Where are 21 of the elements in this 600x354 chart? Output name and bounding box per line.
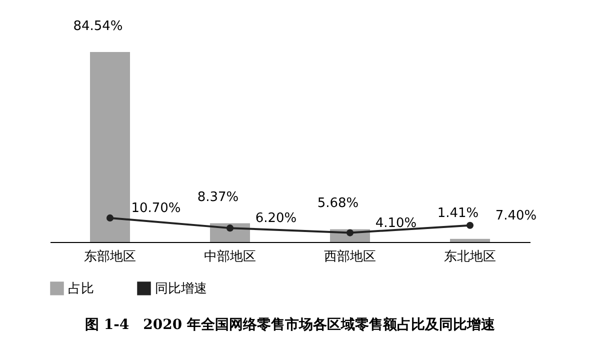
- data-label: 6.20%: [255, 211, 297, 226]
- point: [226, 224, 234, 232]
- data-label: 1.41%: [437, 206, 479, 221]
- point: [346, 229, 354, 236]
- data-label: 5.68%: [317, 196, 359, 212]
- text: 图 1-4 2020 年全国网络零售市场各区域零售额占比及同比增速: [84, 316, 496, 333]
- data-label: 84.54%: [73, 19, 123, 34]
- data-label: 10.70%: [131, 200, 181, 216]
- data-label: 4.10%: [375, 216, 417, 231]
- legend-label: 同比增速: [155, 281, 207, 296]
- x-tick-label: 东北地区: [444, 250, 496, 264]
- legend-label: 占比: [68, 281, 94, 296]
- bar: [90, 52, 130, 242]
- x-tick-label: 东部地区: [84, 250, 136, 264]
- point: [106, 214, 114, 222]
- data-label: 7.40%: [495, 208, 537, 224]
- bar: [450, 238, 490, 242]
- x-tick-label: 西部地区: [324, 250, 376, 264]
- x-tick-label: 中部地区: [204, 250, 256, 264]
- point: [466, 222, 474, 229]
- data-label: 8.37%: [197, 190, 239, 206]
